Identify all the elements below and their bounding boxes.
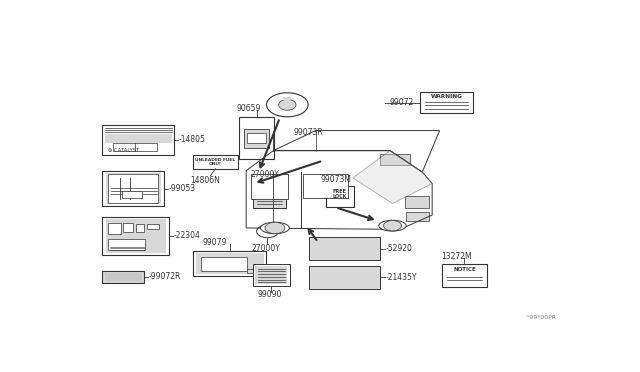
Text: 27000Y: 27000Y: [252, 244, 280, 253]
Text: 99073M: 99073M: [321, 175, 351, 184]
Bar: [200, 257, 246, 271]
Polygon shape: [353, 151, 432, 203]
Text: 90659: 90659: [236, 104, 260, 113]
Bar: [406, 212, 429, 221]
Bar: [106, 273, 141, 281]
Bar: [253, 182, 286, 208]
Text: -22304: -22304: [173, 231, 200, 240]
Circle shape: [146, 244, 158, 251]
Bar: [102, 271, 145, 283]
Circle shape: [257, 225, 278, 238]
Circle shape: [265, 222, 285, 234]
Circle shape: [266, 93, 308, 117]
Circle shape: [383, 221, 401, 231]
Bar: [136, 224, 145, 232]
Bar: [420, 92, 474, 113]
Bar: [284, 97, 291, 100]
Bar: [405, 196, 429, 208]
Bar: [108, 174, 158, 203]
Bar: [105, 134, 172, 142]
Bar: [106, 173, 161, 205]
Text: 99079: 99079: [202, 238, 227, 247]
Bar: [196, 253, 264, 275]
Text: UNLEADED FUEL: UNLEADED FUEL: [195, 158, 236, 162]
Bar: [442, 264, 486, 287]
Bar: [255, 266, 287, 284]
Ellipse shape: [278, 99, 296, 110]
Text: ^99*00PR: ^99*00PR: [524, 315, 556, 320]
Text: ONLY: ONLY: [209, 162, 221, 166]
Bar: [123, 223, 133, 232]
Bar: [244, 129, 269, 148]
Text: 99073R: 99073R: [293, 128, 323, 137]
Bar: [193, 251, 266, 276]
Bar: [102, 171, 164, 206]
Text: FREE: FREE: [333, 189, 347, 194]
Ellipse shape: [379, 220, 406, 231]
Bar: [251, 173, 288, 199]
Bar: [106, 218, 166, 253]
Bar: [108, 223, 121, 234]
Text: 13272M: 13272M: [441, 252, 472, 261]
Bar: [253, 264, 290, 286]
Bar: [102, 217, 169, 255]
Text: -99072R: -99072R: [149, 272, 181, 282]
Bar: [309, 266, 380, 289]
Bar: [108, 238, 145, 250]
Bar: [246, 132, 266, 144]
Circle shape: [248, 254, 260, 262]
Bar: [102, 125, 174, 155]
Text: 99072: 99072: [389, 98, 413, 107]
Bar: [122, 191, 142, 198]
Text: ⊛ CATALYST: ⊛ CATALYST: [108, 148, 140, 153]
Text: NOTICE: NOTICE: [453, 267, 476, 272]
Text: LOCK: LOCK: [332, 194, 347, 199]
Bar: [380, 154, 410, 165]
Bar: [309, 237, 380, 260]
Text: -14805: -14805: [179, 135, 205, 144]
Text: 99090: 99090: [257, 291, 282, 299]
Ellipse shape: [260, 222, 289, 234]
Bar: [113, 142, 157, 151]
Text: -52920: -52920: [385, 244, 412, 253]
Bar: [239, 117, 275, 159]
Bar: [193, 155, 237, 169]
Text: 27000Y: 27000Y: [250, 170, 279, 179]
Bar: [147, 224, 159, 230]
Bar: [303, 173, 348, 198]
Text: 14806N: 14806N: [191, 176, 221, 185]
Text: -99053: -99053: [169, 184, 196, 193]
Text: -21435Y: -21435Y: [385, 273, 417, 282]
Text: WARNING: WARNING: [431, 94, 463, 99]
Bar: [246, 269, 254, 273]
Bar: [326, 186, 354, 207]
